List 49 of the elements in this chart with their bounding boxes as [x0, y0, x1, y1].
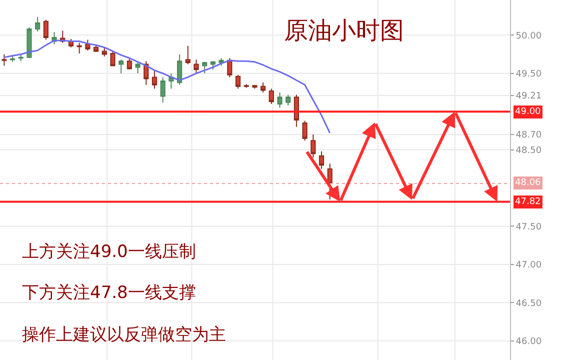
text: 原油小时图: [284, 16, 404, 44]
candlestick: [160, 76, 166, 103]
candlestick: [43, 19, 48, 40]
candlestick: [194, 59, 199, 74]
annotation: 下方关注47.8一线支撑: [22, 283, 196, 303]
y-tick-label: 49.21: [516, 92, 542, 102]
y-tick-label: 46.00: [516, 337, 542, 348]
candlestick: [76, 42, 82, 54]
candlestick: [35, 16, 40, 32]
candlestick: [10, 56, 16, 62]
candlestick: [286, 94, 291, 106]
ref-line-label: 48.06: [515, 178, 542, 188]
line-series: [3, 40, 331, 134]
candlestick: [202, 61, 208, 74]
y-tick-label: 47.50: [516, 222, 542, 232]
candlestick: [294, 94, 300, 128]
y-tick-label: 50.00: [516, 31, 542, 42]
candlestick: [85, 39, 90, 51]
candlestick: [302, 120, 308, 142]
candlestick: [268, 88, 274, 104]
candlestick: [126, 58, 132, 70]
ref-line-label: 49.00: [515, 107, 542, 117]
candlestick: [260, 82, 266, 93]
y-tick-label: 48.50: [516, 146, 542, 156]
y-tick-label: 47.00: [516, 260, 542, 271]
y-tick-label: 49.50: [516, 70, 542, 80]
candlestick: [152, 69, 158, 90]
candlestick: [210, 60, 216, 70]
candlestick: [310, 134, 316, 158]
y-tick-label: 46.50: [516, 298, 542, 309]
candlestick: [244, 84, 249, 88]
candlestick: [177, 54, 182, 86]
annotation: 上方关注49.0一线压制: [22, 242, 196, 262]
candlestick: [26, 27, 32, 59]
candlestick: [2, 54, 7, 66]
annotation: 操作上建议以反弹做空为主: [22, 325, 226, 345]
candlestick: [185, 45, 190, 65]
candlestick: [110, 50, 116, 66]
candlestick: [118, 59, 124, 74]
candlestick: [318, 150, 324, 170]
candlestick: [135, 62, 140, 74]
candlestick: [144, 60, 149, 86]
candlestick: [18, 54, 24, 62]
candlestick: [252, 84, 258, 90]
y-tick-label: 48.70: [516, 130, 542, 141]
candlestick: [102, 46, 107, 58]
ref-line-label: 47.82: [515, 197, 541, 207]
candlestick: [235, 74, 241, 90]
candlestick: [277, 92, 282, 108]
